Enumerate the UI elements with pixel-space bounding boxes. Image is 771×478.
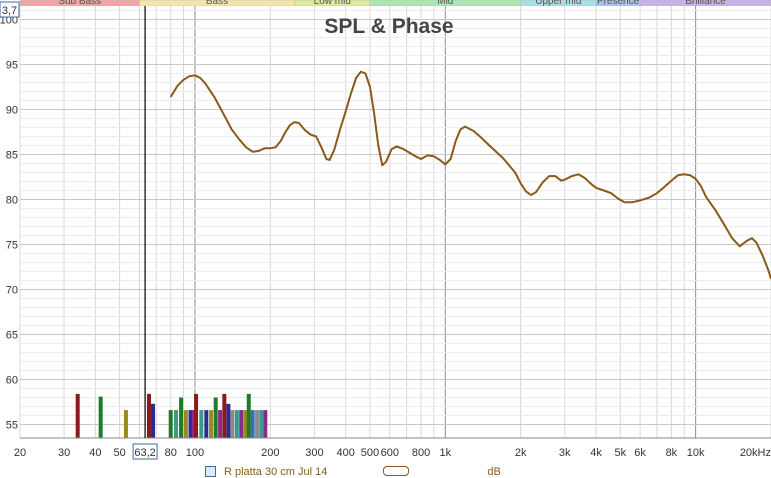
- x-tick-label: 80: [165, 447, 177, 459]
- x-tick-label: 400: [337, 447, 355, 459]
- y-tick-label: 85: [6, 150, 18, 162]
- frequency-band-strip: Sub Bass Bass Low mid Mid Upper mid Presence B…: [19, 0, 771, 7]
- x-tick-label: 40: [89, 447, 101, 459]
- band-label-6: Brilliance: [685, 0, 726, 7]
- modal-marker: [255, 410, 260, 438]
- legend: R platta 30 cm Jul 14 dB: [205, 466, 501, 478]
- x-tick-label: 600: [381, 447, 399, 459]
- x-tick-label: 100: [186, 447, 204, 459]
- modal-marker: [226, 403, 231, 438]
- modal-marker: [183, 410, 188, 438]
- cursor-x-readout-box: [132, 443, 158, 460]
- band-label-0: Sub Bass: [58, 0, 101, 7]
- y-tick-label: 55: [6, 420, 18, 432]
- modal-marker: [174, 410, 179, 438]
- cursor-x-tick-label: 63,2: [134, 447, 155, 459]
- modal-marker: [239, 410, 244, 438]
- modal-marker: [209, 410, 214, 438]
- legend-unit-label: dB: [487, 466, 501, 478]
- band-label-1: Bass: [206, 0, 228, 7]
- modal-marker: [213, 397, 218, 438]
- chart-title: SPL & Phase: [324, 15, 453, 38]
- modal-marker: [234, 410, 239, 438]
- modal-marker: [222, 393, 227, 438]
- x-tick-label: 2k: [515, 447, 527, 459]
- x-tick-label: 5k: [614, 447, 626, 459]
- modal-marker: [191, 410, 196, 438]
- x-tick-label: 50: [113, 447, 125, 459]
- x-tick-label: 6k: [634, 447, 646, 459]
- x-tick-label: 1k: [439, 447, 451, 459]
- x-tick-label: 200: [261, 447, 279, 459]
- y-tick-label: 80: [6, 195, 18, 207]
- modal-marker: [168, 410, 173, 438]
- cursor-y-readout-box: [0, 1, 20, 18]
- modal-marker: [146, 393, 151, 438]
- spl-series-line: [169, 70, 771, 279]
- modal-marker: [218, 410, 223, 438]
- modal-marker: [194, 393, 199, 438]
- modal-marker: [123, 410, 128, 438]
- y-tick-label: 60: [6, 375, 18, 387]
- x-tick-label: 10k: [687, 447, 705, 459]
- band-label-2: Low mid: [314, 0, 351, 7]
- modal-marker: [246, 393, 251, 438]
- modal-marker: [230, 410, 235, 438]
- series-group: [169, 70, 771, 279]
- modal-markers: [75, 393, 268, 438]
- series-visible-checkbox[interactable]: [205, 466, 216, 477]
- x-tick-label: 3k: [559, 447, 571, 459]
- y-tick-label: 90: [6, 105, 18, 117]
- band-label-5: Presence: [597, 0, 640, 7]
- y-tick-label: 95: [6, 60, 18, 72]
- x-tick-label: 300: [305, 447, 323, 459]
- y-tick-label: 75: [6, 240, 18, 252]
- modal-marker: [98, 396, 103, 438]
- x-tick-label: 20kHz: [740, 447, 771, 459]
- modal-marker: [188, 410, 193, 438]
- cursor-y-readout: 3,7: [2, 5, 17, 17]
- modal-marker: [259, 410, 264, 438]
- y-tick-label: 70: [6, 285, 18, 297]
- y-tick-label: 65: [6, 330, 18, 342]
- band-label-4: Upper mid: [535, 0, 581, 7]
- x-tick-label: 800: [412, 447, 430, 459]
- modal-marker: [204, 410, 209, 438]
- x-tick-label: 4k: [590, 447, 602, 459]
- x-tick-label: 30: [58, 447, 70, 459]
- modal-marker: [75, 393, 80, 438]
- modal-marker: [151, 403, 156, 438]
- band-label-3: Mid: [437, 0, 453, 7]
- modal-marker: [243, 410, 248, 438]
- modal-marker: [250, 410, 255, 438]
- line-style-swatch[interactable]: [383, 466, 410, 476]
- plot-area[interactable]: [20, 6, 771, 438]
- x-tick-label: 8k: [666, 447, 678, 459]
- legend-series-label: R platta 30 cm Jul 14: [224, 466, 328, 478]
- modal-marker: [263, 410, 268, 438]
- modal-marker: [199, 410, 204, 438]
- modal-marker: [179, 397, 184, 438]
- x-tick-label: 500: [361, 447, 379, 459]
- x-tick-label: 20: [14, 447, 26, 459]
